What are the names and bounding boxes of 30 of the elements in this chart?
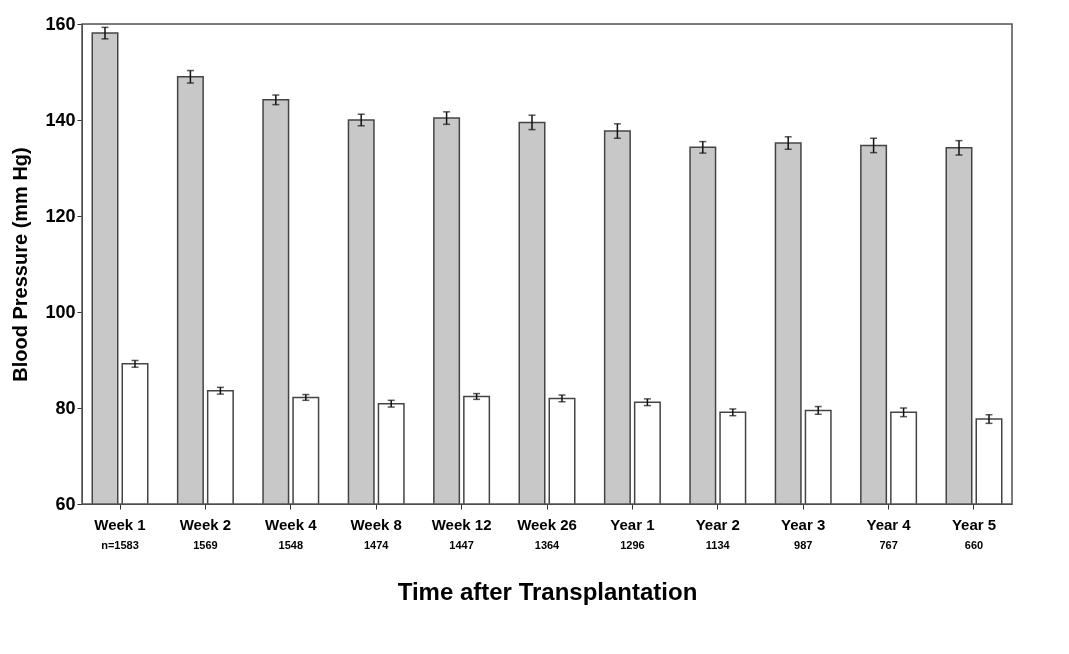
x-tick-label: Year 2 (695, 515, 740, 533)
text: 1447 (449, 539, 474, 551)
text: 767 (879, 539, 898, 551)
y-tick-label: 60 (55, 493, 76, 514)
x-tick-label: Week 2 (179, 515, 232, 533)
x-tick-label: Week 8 (350, 515, 402, 533)
x-axis-title: Time after Transplantation (397, 577, 698, 605)
x-tick-label: Year 1 (610, 515, 655, 533)
text: 1548 (278, 539, 304, 551)
x-tick-label: Year 5 (951, 515, 997, 533)
text: 987 (794, 539, 813, 551)
x-tick-label: Week 4 (265, 515, 318, 533)
text: 660 (964, 539, 984, 551)
text: 1364 (534, 539, 561, 551)
x-tick-label: Year 3 (781, 515, 826, 533)
text: 1296 (620, 539, 645, 551)
text: 1474 (363, 539, 390, 551)
x-tick-label: Week 1 (94, 515, 146, 533)
text: 1134 (705, 539, 731, 551)
x-tick-label: Year 4 (866, 515, 912, 533)
x-tick-label: Week 12 (431, 515, 492, 533)
y-tick-label: 140 (45, 109, 76, 130)
text: n=1583 (101, 539, 139, 551)
y-tick-label: 100 (45, 301, 76, 322)
text: 1569 (193, 539, 218, 551)
y-axis-title: Blood Pressure (mm Hg) (9, 147, 32, 382)
y-tick-label: 160 (45, 13, 76, 34)
y-tick-label: 120 (45, 205, 76, 226)
y-tick-label: 80 (55, 397, 76, 418)
x-tick-label: Week 26 (517, 515, 577, 533)
